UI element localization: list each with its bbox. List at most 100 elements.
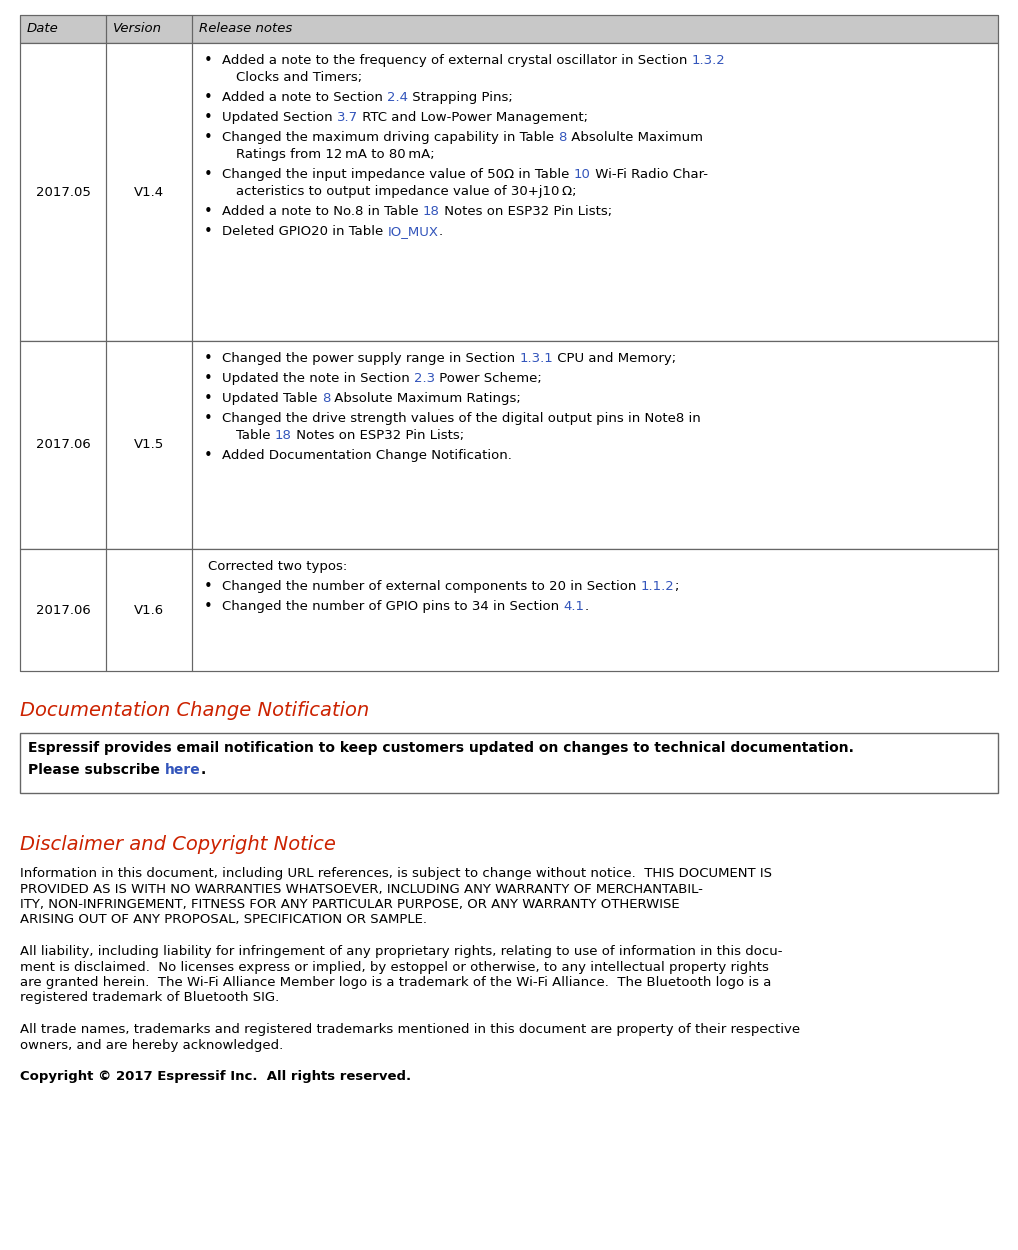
Text: Corrected two typos:: Corrected two typos: xyxy=(208,560,347,574)
Text: Documentation Change Notification: Documentation Change Notification xyxy=(20,701,370,720)
Text: Deleted GPIO20 in Table: Deleted GPIO20 in Table xyxy=(222,225,388,239)
Bar xyxy=(20,549,106,671)
Text: •: • xyxy=(204,224,213,239)
Text: 8: 8 xyxy=(559,131,567,144)
Text: 2017.06: 2017.06 xyxy=(36,604,91,616)
Text: •: • xyxy=(204,391,213,406)
Text: Changed the number of external components to 20 in Section: Changed the number of external component… xyxy=(222,580,640,594)
Text: .: . xyxy=(584,600,588,614)
Text: 2017.05: 2017.05 xyxy=(36,185,91,199)
Text: V1.5: V1.5 xyxy=(134,439,164,451)
Text: owners, and are hereby acknowledged.: owners, and are hereby acknowledged. xyxy=(20,1039,283,1051)
Text: Strapping Pins;: Strapping Pins; xyxy=(408,91,513,104)
Bar xyxy=(20,15,998,42)
Text: 2017.06: 2017.06 xyxy=(36,439,91,451)
Text: Changed the power supply range in Section: Changed the power supply range in Sectio… xyxy=(222,352,519,365)
Text: ARISING OUT OF ANY PROPOSAL, SPECIFICATION OR SAMPLE.: ARISING OUT OF ANY PROPOSAL, SPECIFICATI… xyxy=(20,914,427,926)
Text: Absolulte Maximum: Absolulte Maximum xyxy=(567,131,702,144)
Text: All liability, including liability for infringement of any proprietary rights, r: All liability, including liability for i… xyxy=(20,945,783,958)
Text: registered trademark of Bluetooth SIG.: registered trademark of Bluetooth SIG. xyxy=(20,991,279,1005)
Bar xyxy=(20,341,106,549)
Text: Information in this document, including URL references, is subject to change wit: Information in this document, including … xyxy=(20,867,772,880)
Bar xyxy=(192,341,998,549)
Text: •: • xyxy=(204,411,213,426)
Text: 18: 18 xyxy=(423,205,440,219)
Bar xyxy=(20,732,998,792)
Text: Added a note to No.8 in Table: Added a note to No.8 in Table xyxy=(222,205,423,219)
Bar xyxy=(192,42,998,341)
Text: Disclaimer and Copyright Notice: Disclaimer and Copyright Notice xyxy=(20,835,336,854)
Text: here: here xyxy=(165,762,201,776)
Text: .: . xyxy=(201,762,206,776)
Text: PROVIDED AS IS WITH NO WARRANTIES WHATSOEVER, INCLUDING ANY WARRANTY OF MERCHANT: PROVIDED AS IS WITH NO WARRANTIES WHATSO… xyxy=(20,882,702,895)
Bar xyxy=(192,15,998,42)
Text: •: • xyxy=(204,110,213,125)
Text: CPU and Memory;: CPU and Memory; xyxy=(553,352,676,365)
Text: Ratings from 12 mA to 80 mA;: Ratings from 12 mA to 80 mA; xyxy=(236,149,435,161)
Text: Changed the drive strength values of the digital output pins in Note8 in: Changed the drive strength values of the… xyxy=(222,412,700,425)
Bar xyxy=(106,341,192,549)
Text: V1.4: V1.4 xyxy=(134,185,164,199)
Text: Clocks and Timers;: Clocks and Timers; xyxy=(236,71,362,84)
Text: ITY, NON-INFRINGEMENT, FITNESS FOR ANY PARTICULAR PURPOSE, OR ANY WARRANTY OTHER: ITY, NON-INFRINGEMENT, FITNESS FOR ANY P… xyxy=(20,898,680,911)
Text: Added Documentation Change Notification.: Added Documentation Change Notification. xyxy=(222,449,512,462)
Text: are granted herein.  The Wi-Fi Alliance Member logo is a trademark of the Wi-Fi : are granted herein. The Wi-Fi Alliance M… xyxy=(20,976,772,989)
Text: Copyright © 2017 Espressif Inc.  All rights reserved.: Copyright © 2017 Espressif Inc. All righ… xyxy=(20,1070,411,1082)
Bar xyxy=(106,42,192,341)
Text: Notes on ESP32 Pin Lists;: Notes on ESP32 Pin Lists; xyxy=(292,429,464,442)
Text: Table: Table xyxy=(236,429,275,442)
Text: 1.1.2: 1.1.2 xyxy=(640,580,675,594)
Text: RTC and Low-Power Management;: RTC and Low-Power Management; xyxy=(358,111,588,124)
Text: Changed the number of GPIO pins to 34 in Section: Changed the number of GPIO pins to 34 in… xyxy=(222,600,564,614)
Text: Espressif provides email notification to keep customers updated on changes to te: Espressif provides email notification to… xyxy=(29,741,854,755)
Bar xyxy=(106,15,192,42)
Bar xyxy=(20,42,106,341)
Text: •: • xyxy=(204,599,213,614)
Bar xyxy=(20,42,998,341)
Bar xyxy=(20,549,998,671)
Text: Date: Date xyxy=(27,22,59,35)
Text: All trade names, trademarks and registered trademarks mentioned in this document: All trade names, trademarks and register… xyxy=(20,1022,800,1036)
Text: .: . xyxy=(439,225,443,239)
Text: •: • xyxy=(204,90,213,105)
Text: acteristics to output impedance value of 30+j10 Ω;: acteristics to output impedance value of… xyxy=(236,185,576,199)
Text: •: • xyxy=(204,351,213,366)
Bar xyxy=(106,549,192,671)
Bar xyxy=(192,549,998,671)
Text: IO_MUX: IO_MUX xyxy=(388,225,439,239)
Text: •: • xyxy=(204,449,213,464)
Text: 8: 8 xyxy=(322,392,330,405)
Text: Updated Section: Updated Section xyxy=(222,111,337,124)
Text: •: • xyxy=(204,371,213,386)
Text: Changed the maximum driving capability in Table: Changed the maximum driving capability i… xyxy=(222,131,559,144)
Text: Wi-Fi Radio Char-: Wi-Fi Radio Char- xyxy=(590,169,708,181)
Text: 3.7: 3.7 xyxy=(337,111,358,124)
Text: 1.3.2: 1.3.2 xyxy=(692,54,726,68)
Text: 1.3.1: 1.3.1 xyxy=(519,352,553,365)
Text: ;: ; xyxy=(675,580,679,594)
Text: Updated Table: Updated Table xyxy=(222,392,322,405)
Text: Power Scheme;: Power Scheme; xyxy=(436,372,542,385)
Text: •: • xyxy=(204,130,213,145)
Text: •: • xyxy=(204,579,213,594)
Text: •: • xyxy=(204,168,213,182)
Text: Added a note to Section: Added a note to Section xyxy=(222,91,387,104)
Text: ment is disclaimed.  No licenses express or implied, by estoppel or otherwise, t: ment is disclaimed. No licenses express … xyxy=(20,960,769,974)
Text: Absolute Maximum Ratings;: Absolute Maximum Ratings; xyxy=(330,392,521,405)
Text: 4.1: 4.1 xyxy=(564,600,584,614)
Text: Changed the input impedance value of 50Ω in Table: Changed the input impedance value of 50Ω… xyxy=(222,169,574,181)
Text: Please subscribe: Please subscribe xyxy=(29,762,165,776)
Text: 2.4: 2.4 xyxy=(387,91,408,104)
Text: •: • xyxy=(204,54,213,69)
Text: Updated the note in Section: Updated the note in Section xyxy=(222,372,414,385)
Text: Version: Version xyxy=(113,22,162,35)
Bar xyxy=(20,341,998,549)
Text: V1.6: V1.6 xyxy=(134,604,164,616)
Text: Release notes: Release notes xyxy=(200,22,292,35)
Text: 10: 10 xyxy=(574,169,590,181)
Text: Added a note to the frequency of external crystal oscillator in Section: Added a note to the frequency of externa… xyxy=(222,54,692,68)
Text: •: • xyxy=(204,204,213,219)
Text: 2.3: 2.3 xyxy=(414,372,436,385)
Text: Notes on ESP32 Pin Lists;: Notes on ESP32 Pin Lists; xyxy=(440,205,612,219)
Bar xyxy=(20,15,106,42)
